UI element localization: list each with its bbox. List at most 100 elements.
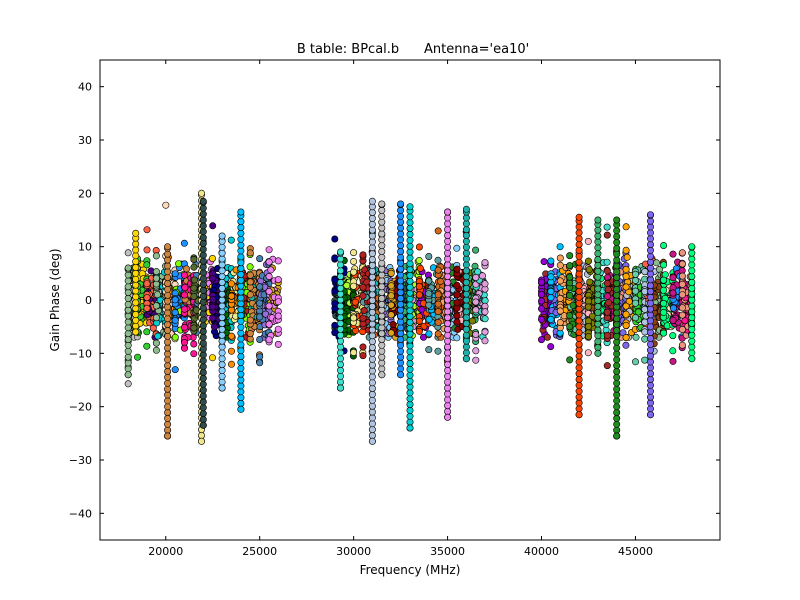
data-point (368, 326, 376, 334)
data-point (368, 250, 376, 258)
data-point (331, 287, 339, 295)
data-point (274, 257, 282, 265)
data-point (444, 278, 452, 286)
data-point (132, 304, 140, 312)
data-point (646, 299, 654, 307)
data-point (336, 331, 344, 339)
data-point (397, 259, 405, 267)
data-point (162, 201, 170, 209)
data-point (143, 280, 151, 288)
data-point (152, 346, 160, 354)
data-point (378, 277, 386, 285)
x-tick-label: 30000 (336, 545, 371, 558)
data-point (406, 277, 414, 285)
data-point (462, 302, 470, 310)
data-point (688, 355, 696, 363)
data-point (406, 330, 414, 338)
data-point (368, 255, 376, 263)
data-point (406, 395, 414, 403)
data-point (406, 295, 414, 303)
data-point (132, 269, 140, 277)
data-point (660, 329, 668, 337)
data-point (688, 278, 696, 286)
data-point (594, 232, 602, 240)
data-point (613, 367, 621, 375)
y-tick-label: −40 (69, 507, 92, 520)
data-point (199, 263, 207, 271)
data-point (181, 283, 189, 291)
data-point (199, 280, 207, 288)
data-point (246, 316, 254, 324)
y-tick-label: 10 (78, 241, 92, 254)
data-point (462, 314, 470, 322)
data-point (256, 335, 264, 343)
data-point (613, 420, 621, 428)
data-point (199, 386, 207, 394)
data-point (575, 270, 583, 278)
data-point (359, 314, 367, 322)
data-point (646, 340, 654, 348)
data-point (199, 269, 207, 277)
data-point (246, 330, 254, 338)
data-point (124, 283, 132, 291)
data-point (199, 415, 207, 423)
data-point (181, 323, 189, 331)
data-point (246, 278, 254, 286)
data-point (199, 245, 207, 253)
data-point (646, 211, 654, 219)
data-point (132, 293, 140, 301)
data-point (368, 308, 376, 316)
data-point (397, 347, 405, 355)
data-point (199, 210, 207, 218)
data-point (368, 373, 376, 381)
data-point (218, 267, 226, 275)
data-point (688, 267, 696, 275)
data-point (613, 279, 621, 287)
data-point (622, 334, 630, 342)
data-point (425, 315, 433, 323)
data-point (164, 291, 172, 299)
data-point (378, 371, 386, 379)
data-point (406, 219, 414, 227)
data-point (237, 276, 245, 284)
data-point (368, 396, 376, 404)
data-point (646, 352, 654, 360)
data-point (678, 304, 686, 312)
data-point (124, 371, 132, 379)
data-point (237, 358, 245, 366)
data-point (584, 349, 592, 357)
data-point (406, 301, 414, 309)
data-point (199, 286, 207, 294)
data-point (406, 400, 414, 408)
data-point (556, 277, 564, 285)
data-point (164, 332, 172, 340)
data-point (368, 338, 376, 346)
data-point (444, 302, 452, 310)
data-point (336, 314, 344, 322)
data-point (444, 331, 452, 339)
data-point (149, 324, 157, 332)
data-point (218, 366, 226, 374)
data-point (199, 204, 207, 212)
data-point (274, 325, 282, 333)
data-point (623, 253, 631, 261)
data-point (124, 271, 132, 279)
data-point (256, 255, 264, 263)
data-point (406, 283, 414, 291)
data-point (613, 285, 621, 293)
data-point (406, 307, 414, 315)
data-point (594, 338, 602, 346)
data-point (444, 261, 452, 269)
data-point (267, 266, 275, 274)
data-point (575, 299, 583, 307)
data-point (603, 267, 611, 275)
data-point (660, 276, 668, 284)
data-point (575, 213, 583, 221)
data-point (688, 349, 696, 357)
data-point (397, 206, 405, 214)
data-point (594, 296, 602, 304)
data-point (678, 325, 686, 333)
y-tick-label: 20 (78, 187, 92, 200)
data-point (227, 236, 235, 244)
data-point (237, 229, 245, 237)
